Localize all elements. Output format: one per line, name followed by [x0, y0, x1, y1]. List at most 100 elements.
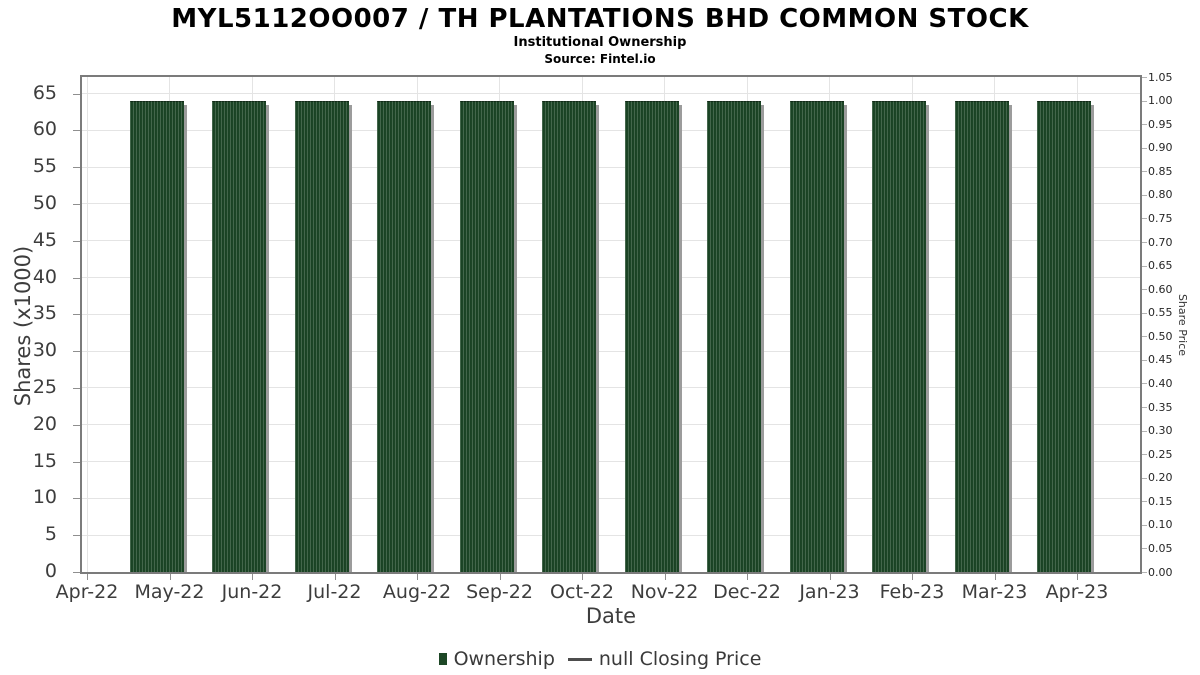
left-axis-tick-label: 55: [32, 155, 57, 178]
x-axis-tick: [664, 574, 666, 580]
right-axis-tick-label: 0.35: [1148, 400, 1173, 414]
right-axis-tick-label: 0.15: [1148, 494, 1173, 508]
right-axis-tick: [1142, 242, 1147, 243]
left-axis-tick: [73, 130, 80, 132]
right-axis-tick: [1142, 572, 1147, 573]
vertical-gridline: [86, 77, 88, 572]
left-axis-tick-label: 50: [32, 191, 57, 214]
left-axis-tick: [73, 535, 80, 537]
right-axis-tick: [1142, 265, 1147, 267]
x-axis-tick: [1077, 574, 1078, 580]
ownership-bar: [129, 100, 184, 572]
ownership-bar: [954, 100, 1009, 572]
x-axis-tick: [169, 574, 171, 580]
right-axis-tick-label: 0.60: [1148, 282, 1173, 296]
right-axis-tick-label: 0.40: [1148, 376, 1173, 390]
x-axis-tick: [912, 574, 913, 580]
right-axis-tick: [1142, 147, 1147, 149]
right-axis-tick: [1142, 124, 1147, 126]
chart-title: MYL5112OO007 / TH PLANTATIONS BHD COMMON…: [171, 4, 1029, 34]
x-axis-tick: [417, 574, 418, 580]
left-axis-tick-label: 30: [32, 339, 57, 362]
right-axis-tick: [1142, 289, 1147, 291]
x-axis-tick: [747, 574, 748, 580]
horizontal-gridline: [82, 497, 1140, 499]
x-axis-tick-label: May-22: [134, 581, 205, 603]
right-axis-tick-label: 0.45: [1148, 353, 1173, 367]
left-axis-tick: [73, 572, 80, 573]
horizontal-gridline: [82, 240, 1140, 242]
x-axis-tick-label: Apr-22: [55, 581, 119, 603]
right-axis-tick-label: 0.55: [1148, 306, 1173, 320]
right-axis-tick-label: 0.25: [1148, 447, 1173, 461]
x-axis-tick: [582, 574, 583, 580]
legend-item-closing-price: null Closing Price: [567, 648, 761, 670]
right-axis-tick: [1142, 171, 1147, 173]
right-axis-tick: [1142, 548, 1147, 550]
horizontal-gridline: [82, 534, 1140, 536]
left-axis-tick-label: 65: [32, 81, 57, 104]
right-axis-tick: [1142, 501, 1147, 503]
left-y-axis-title: Shares (x1000): [11, 245, 35, 407]
right-axis-tick: [1142, 477, 1147, 479]
x-axis-tick-label: Feb-23: [879, 581, 945, 603]
right-axis-tick-label: 1.05: [1148, 70, 1173, 84]
left-axis-tick: [73, 351, 80, 353]
legend-item-ownership: Ownership: [438, 648, 555, 670]
left-axis-tick: [73, 277, 80, 279]
ownership-series-marker-icon: [438, 653, 447, 665]
left-axis-tick-label: 5: [44, 523, 57, 546]
right-axis-tick-label: 0.70: [1148, 235, 1173, 249]
x-axis-tick-label: Jun-22: [221, 581, 283, 603]
right-axis-tick-label: 0.85: [1148, 164, 1173, 178]
right-axis-tick-label: 1.00: [1148, 94, 1173, 108]
x-axis-tick-label: Apr-23: [1045, 581, 1109, 603]
legend: Ownership null Closing Price: [0, 645, 1200, 673]
x-axis-tick-label: Nov-22: [630, 581, 699, 603]
left-axis-tick: [73, 93, 80, 95]
left-axis-tick-label: 25: [32, 375, 57, 398]
right-axis-tick-label: 0.80: [1148, 188, 1173, 202]
right-axis-tick: [1142, 524, 1147, 526]
x-axis-tick-label: Dec-22: [713, 581, 781, 603]
horizontal-gridline: [82, 461, 1140, 463]
left-axis-tick: [73, 424, 80, 426]
right-axis-tick: [1142, 100, 1147, 102]
right-y-axis-title: Share Price: [1176, 293, 1189, 357]
ownership-bar: [294, 100, 349, 572]
right-axis-tick-label: 0.75: [1148, 211, 1173, 225]
right-axis-tick: [1142, 383, 1147, 385]
left-axis-tick-label: 35: [32, 302, 57, 325]
x-axis-tick: [87, 574, 88, 580]
x-axis-tick-label: Jul-22: [307, 581, 362, 603]
left-axis-tick: [73, 240, 80, 242]
horizontal-gridline: [82, 93, 1140, 95]
ownership-bar: [624, 100, 679, 572]
x-axis-tick-label: Oct-22: [550, 581, 614, 603]
chart-subtitle: Institutional Ownership: [513, 35, 687, 50]
right-axis-tick: [1142, 77, 1147, 78]
right-axis-tick-label: 0.90: [1148, 141, 1173, 155]
right-axis-tick: [1142, 312, 1147, 314]
left-axis-tick: [73, 167, 80, 169]
left-axis-tick: [73, 387, 80, 389]
left-axis-tick: [73, 461, 80, 463]
right-axis-tick-label: 0.65: [1148, 259, 1173, 273]
x-axis-tick-label: Jan-23: [799, 581, 860, 603]
left-axis-tick-label: 45: [32, 228, 57, 251]
ownership-bar: [707, 100, 761, 572]
right-axis-tick: [1142, 454, 1147, 456]
x-axis-tick-label: Mar-23: [961, 581, 1028, 603]
left-axis-tick: [73, 314, 80, 316]
x-axis-tick: [252, 574, 253, 580]
x-axis-tick: [499, 574, 501, 580]
plot-content: [82, 77, 1140, 572]
right-axis-tick: [1142, 359, 1147, 361]
ownership-bar: [212, 100, 266, 572]
right-axis-tick: [1142, 430, 1147, 432]
x-axis-tick: [334, 574, 336, 580]
left-axis-tick-label: 0: [44, 560, 57, 582]
horizontal-gridline: [82, 350, 1140, 352]
chart-source-label: Source: Fintel.io: [544, 52, 656, 66]
horizontal-gridline: [82, 313, 1140, 315]
